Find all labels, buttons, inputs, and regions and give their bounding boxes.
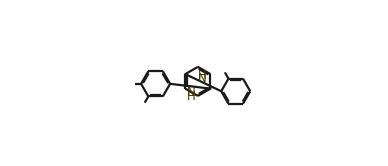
Text: H: H — [197, 69, 206, 82]
Text: N: N — [187, 86, 196, 99]
Text: H: H — [187, 90, 196, 103]
Text: N: N — [197, 73, 206, 85]
